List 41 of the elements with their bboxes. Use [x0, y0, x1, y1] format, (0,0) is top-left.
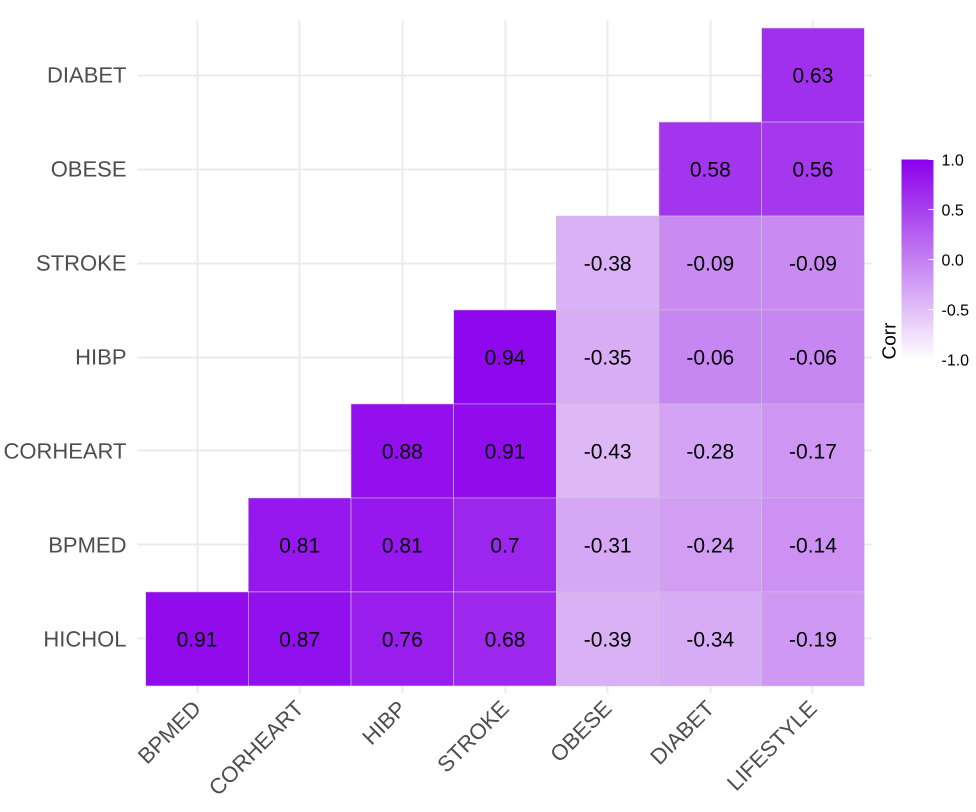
data-label: -0.28 — [686, 440, 734, 464]
data-label: -0.34 — [686, 628, 735, 652]
data-label: -0.06 — [686, 346, 734, 370]
data-label: -0.17 — [789, 440, 837, 464]
data-label: 0.88 — [382, 440, 423, 464]
data-label: 0.68 — [484, 628, 526, 652]
data-label: 0.81 — [382, 534, 423, 558]
y-tick-label: CORHEART — [3, 438, 127, 464]
data-label: 0.63 — [792, 64, 834, 88]
color-bar-label: 1.0 — [942, 152, 964, 170]
data-label: -0.38 — [584, 252, 632, 276]
data-label: 0.56 — [792, 158, 834, 182]
data-label: -0.35 — [584, 346, 632, 370]
data-label: 0.91 — [176, 628, 218, 652]
data-label: -0.31 — [584, 534, 632, 558]
data-label: 0.87 — [279, 628, 320, 652]
data-label: -0.06 — [789, 346, 837, 370]
y-tick-label: STROKE — [36, 250, 127, 276]
data-label: 0.7 — [490, 534, 520, 558]
data-label: 0.94 — [484, 346, 526, 370]
color-bar-title: Corr — [880, 322, 900, 360]
y-tick-label: BPMED — [48, 532, 127, 558]
data-label: 0.58 — [690, 158, 731, 182]
color-bar-label: -0.5 — [942, 302, 970, 320]
data-label: -0.24 — [686, 534, 735, 558]
color-bar-label: 0.0 — [942, 252, 964, 270]
data-label: -0.14 — [789, 534, 838, 558]
y-tick-label: DIABET — [47, 62, 127, 88]
data-label: -0.43 — [584, 440, 632, 464]
data-label: 0.76 — [382, 628, 423, 652]
data-label: -0.09 — [686, 252, 734, 276]
data-label: 0.81 — [279, 534, 320, 558]
data-label: 0.91 — [484, 440, 526, 464]
y-tick-label: HIBP — [75, 344, 127, 370]
color-bar-label: -1.0 — [942, 352, 970, 370]
data-label: -0.09 — [789, 252, 837, 276]
y-tick-label: OBESE — [50, 156, 127, 182]
data-label: -0.19 — [789, 628, 837, 652]
data-label: -0.39 — [584, 628, 632, 652]
color-bar-label: 0.5 — [942, 202, 964, 220]
y-tick-label: HICHOL — [43, 626, 126, 652]
